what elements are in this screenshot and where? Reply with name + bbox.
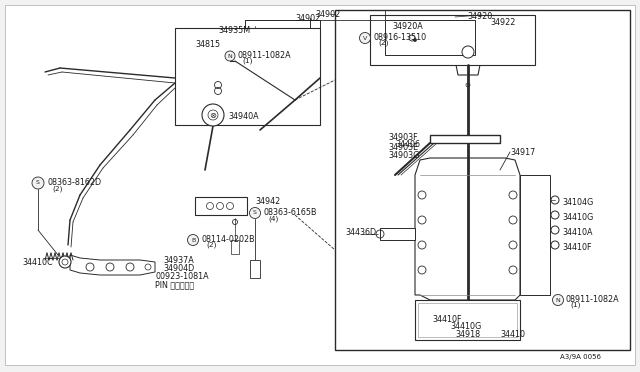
Circle shape (418, 266, 426, 274)
Text: 08363-8162D: 08363-8162D (47, 178, 101, 187)
Circle shape (418, 216, 426, 224)
Text: 34940A: 34940A (228, 112, 259, 121)
Bar (195, 197, 247, 215)
Text: 34104G: 34104G (562, 198, 593, 207)
Text: 34942: 34942 (255, 197, 280, 206)
Text: (2): (2) (52, 185, 63, 192)
Polygon shape (415, 158, 520, 300)
Text: 34935M: 34935M (218, 26, 250, 35)
Bar (175, 28, 320, 125)
Text: ⊗: ⊗ (209, 110, 216, 119)
Bar (418, 303, 517, 337)
Bar (430, 135, 500, 143)
Circle shape (250, 208, 260, 218)
Text: 34410G: 34410G (562, 213, 593, 222)
Circle shape (413, 38, 417, 42)
Bar (335, 10, 630, 350)
Circle shape (509, 216, 517, 224)
Text: 34410F: 34410F (432, 315, 461, 324)
Text: 34436D: 34436D (345, 228, 376, 237)
Text: 34920: 34920 (467, 12, 493, 21)
Circle shape (202, 104, 224, 126)
Text: S: S (36, 180, 40, 186)
Text: 34410C: 34410C (22, 258, 52, 267)
Text: 34922: 34922 (490, 18, 515, 27)
Text: 00923-1081A: 00923-1081A (155, 272, 209, 281)
Circle shape (509, 266, 517, 274)
Text: 08911-1082A: 08911-1082A (566, 295, 620, 304)
Text: 08916-13510: 08916-13510 (373, 33, 426, 42)
Text: 34920A: 34920A (392, 22, 423, 31)
Text: (2): (2) (378, 40, 388, 46)
Text: 34902: 34902 (315, 10, 340, 19)
Text: 34937A: 34937A (163, 256, 194, 265)
Circle shape (59, 256, 71, 268)
Text: 34410A: 34410A (562, 228, 593, 237)
Circle shape (418, 241, 426, 249)
Bar (231, 240, 239, 254)
Text: 34917: 34917 (510, 148, 535, 157)
Text: (1): (1) (242, 58, 253, 64)
Text: 34903F: 34903F (388, 133, 418, 142)
Circle shape (462, 46, 474, 58)
Bar (385, 20, 475, 55)
Text: 34904D: 34904D (163, 264, 195, 273)
Circle shape (418, 191, 426, 199)
Bar (380, 228, 415, 240)
Text: (1): (1) (570, 302, 580, 308)
Text: PIN ピン（１）: PIN ピン（１） (155, 280, 194, 289)
Circle shape (509, 191, 517, 199)
Circle shape (552, 295, 563, 305)
Text: 34410F: 34410F (562, 243, 591, 252)
Bar (415, 300, 520, 340)
Text: N: N (556, 298, 561, 302)
Circle shape (225, 51, 235, 61)
Text: B: B (191, 237, 195, 243)
Text: (2): (2) (206, 242, 216, 248)
Text: V: V (363, 35, 367, 41)
Circle shape (32, 177, 44, 189)
Text: 34410G: 34410G (450, 322, 481, 331)
Text: 34903E: 34903E (388, 143, 418, 152)
Text: 34902: 34902 (295, 14, 320, 23)
Text: 34406: 34406 (395, 140, 420, 149)
Bar (370, 15, 535, 65)
Circle shape (509, 241, 517, 249)
Text: A3/9A 0056: A3/9A 0056 (560, 354, 601, 360)
Text: N: N (228, 54, 232, 58)
Polygon shape (70, 255, 155, 275)
Circle shape (360, 32, 371, 44)
Circle shape (188, 234, 198, 246)
Text: 34815: 34815 (195, 40, 220, 49)
Text: S: S (253, 211, 257, 215)
Text: 08363-6165B: 08363-6165B (263, 208, 317, 217)
Text: 08114-0202B: 08114-0202B (201, 235, 255, 244)
Text: 08911-1082A: 08911-1082A (237, 51, 291, 60)
Text: 34903G: 34903G (388, 151, 419, 160)
Text: (4): (4) (268, 215, 278, 221)
Bar (250, 260, 260, 278)
Text: 34410: 34410 (500, 330, 525, 339)
Polygon shape (485, 18, 520, 50)
Text: 34918: 34918 (456, 330, 481, 339)
Bar (520, 175, 550, 295)
Polygon shape (454, 50, 482, 75)
